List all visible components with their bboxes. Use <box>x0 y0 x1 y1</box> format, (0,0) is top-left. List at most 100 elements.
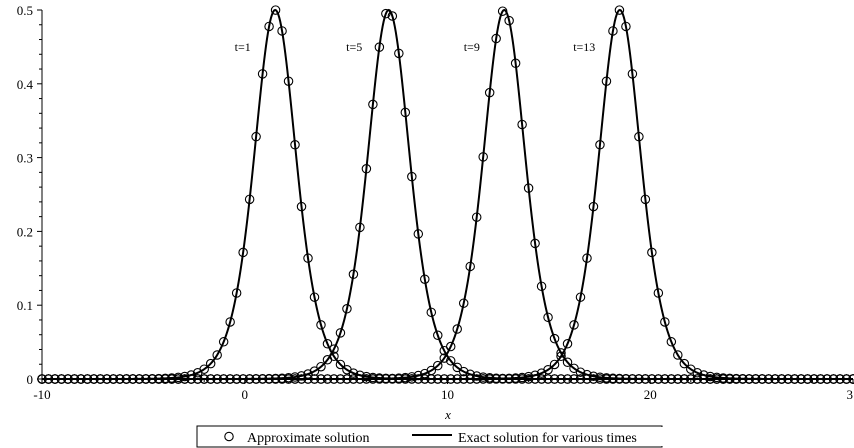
approx-point-t13 <box>212 374 222 384</box>
approx-point-t13 <box>56 374 67 384</box>
approx-point-t13 <box>400 374 411 384</box>
approx-point-t13 <box>452 374 462 384</box>
approx-point-t13 <box>556 351 566 362</box>
annotations: t=1 t=5 t=9 t=13 <box>235 40 596 54</box>
approx-point-t9 <box>582 369 592 380</box>
approx-point-t13 <box>608 26 618 36</box>
legend-mask-right <box>661 427 681 446</box>
approx-point-t13 <box>699 370 709 380</box>
approx-point-t1 <box>264 21 274 32</box>
y-tick-label: 0.3 <box>17 151 33 166</box>
exact-curve-t13 <box>42 8 853 380</box>
approx-point-t5 <box>426 307 437 318</box>
approx-point-t5 <box>309 366 320 376</box>
approx-point-t5 <box>543 374 553 384</box>
approx-point-t1 <box>316 320 326 330</box>
approx-point-t5 <box>303 369 313 379</box>
approx-point-t13 <box>342 374 352 384</box>
approx-point-t9 <box>621 373 631 384</box>
approx-point-t13 <box>783 374 793 384</box>
approx-point-t1 <box>290 140 300 150</box>
approx-point-t13 <box>154 374 164 384</box>
exact-curve-t9 <box>42 8 853 380</box>
approx-point-t13 <box>562 339 573 349</box>
approx-point-t5 <box>329 344 339 354</box>
approx-point-t9 <box>491 33 501 44</box>
approx-point-t13 <box>575 292 586 302</box>
approx-point-t5 <box>582 374 592 384</box>
approx-point-t1 <box>309 292 320 302</box>
approx-point-t13 <box>238 374 248 384</box>
approx-point-t13 <box>718 373 728 383</box>
x-tick-label: -10 <box>33 387 50 402</box>
approx-point-t1 <box>212 350 222 360</box>
approx-point-t13 <box>381 374 391 384</box>
approx-point-t1 <box>218 337 229 347</box>
approx-point-t13 <box>647 247 657 258</box>
approx-point-t9 <box>686 374 696 384</box>
approx-point-t13 <box>445 374 456 384</box>
approx-point-t13 <box>95 374 106 384</box>
approx-point-t9 <box>562 357 573 368</box>
legend-exact-label: Exact solution for various times <box>458 431 637 446</box>
approx-point-t13 <box>621 21 631 32</box>
approx-point-t13 <box>82 374 93 384</box>
approx-point-t13 <box>673 350 683 360</box>
approx-point-t1 <box>335 359 346 370</box>
approx-point-t13 <box>179 374 190 384</box>
approx-point-t13 <box>640 194 651 205</box>
approx-point-t13 <box>355 374 365 384</box>
legend-approx-marker <box>224 431 234 442</box>
approx-point-t13 <box>348 374 359 384</box>
approx-point-t13 <box>848 374 854 384</box>
approx-point-t13 <box>711 372 722 383</box>
approx-point-t1 <box>225 317 235 327</box>
approx-point-t9 <box>575 367 586 377</box>
approx-point-t9 <box>523 183 534 193</box>
approx-point-t9 <box>634 374 644 384</box>
approx-point-t9 <box>445 341 456 352</box>
approx-point-t13 <box>316 374 326 384</box>
approx-point-t13 <box>231 374 242 384</box>
approx-point-t13 <box>277 374 287 384</box>
approx-point-t9 <box>536 281 547 292</box>
approx-point-t13 <box>744 374 754 384</box>
approx-point-t9 <box>433 360 443 371</box>
approx-point-t13 <box>160 374 171 384</box>
approx-point-t13 <box>750 374 761 384</box>
approx-point-t13 <box>89 374 99 384</box>
approx-point-t13 <box>296 374 307 384</box>
approx-point-t13 <box>329 374 339 384</box>
approx-point-t13 <box>121 374 132 384</box>
approx-point-t5 <box>562 374 573 384</box>
approx-point-t9 <box>543 312 553 323</box>
approx-point-t1 <box>296 201 307 212</box>
approx-point-t9 <box>588 371 599 382</box>
approx-point-t13 <box>420 374 430 384</box>
approx-point-t9 <box>465 261 475 272</box>
approx-point-t5 <box>445 356 456 366</box>
approx-point-t13 <box>115 374 125 384</box>
approx-point-t13 <box>828 374 839 384</box>
x-axis-label: x <box>444 407 451 422</box>
approx-point-t9 <box>673 374 683 384</box>
approx-point-t9 <box>478 152 488 162</box>
approx-point-t1 <box>303 253 313 263</box>
legend-approx-label: Approximate solution <box>247 431 370 446</box>
approx-point-t13 <box>283 374 294 384</box>
approx-point-t1 <box>257 69 268 79</box>
approx-point-t13 <box>244 374 255 384</box>
approx-point-t13 <box>523 371 534 382</box>
approx-point-t5 <box>342 304 352 314</box>
approx-point-t5 <box>355 222 365 233</box>
approx-point-t13 <box>484 374 495 384</box>
approx-point-t13 <box>478 374 488 384</box>
approx-point-t9 <box>458 298 469 308</box>
x-tick-label: 20 <box>644 387 657 402</box>
approx-point-t13 <box>205 374 216 384</box>
ticks: -10 0 10 20 300.10.20.30.40.5 <box>17 3 854 402</box>
approx-point-t5 <box>569 374 579 384</box>
approx-point-t5 <box>400 107 411 118</box>
approx-point-t13 <box>37 374 47 384</box>
